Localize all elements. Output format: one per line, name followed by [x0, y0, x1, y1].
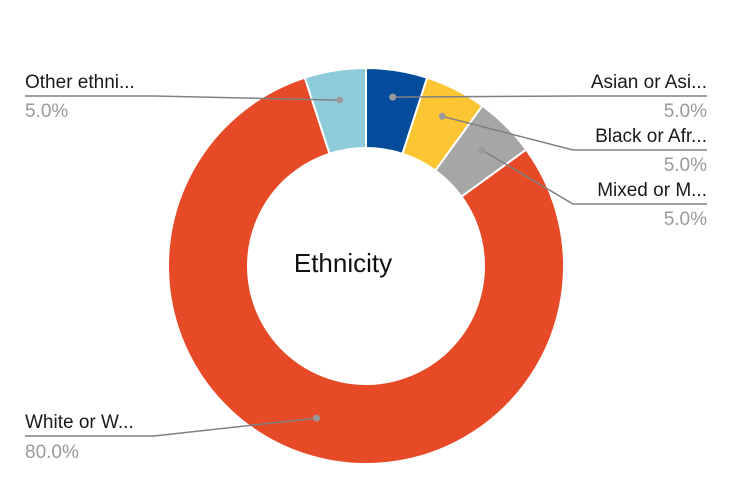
chart-title: Ethnicity [294, 248, 392, 278]
slice-percent-3: 80.0% [25, 442, 79, 463]
slice-label-0: Asian or Asi... [591, 72, 707, 93]
slice-label-4: Other ethni... [25, 72, 135, 93]
slice-label-1: Black or Afr... [595, 126, 707, 147]
leader-line-1 [442, 115, 707, 151]
leader-line-0 [392, 95, 707, 98]
leader-line-4 [25, 95, 340, 101]
donut-slices [167, 66, 565, 465]
slice-percent-0: 5.0% [664, 101, 707, 122]
leader-dot-2 [478, 146, 486, 154]
leader-dot-3 [313, 414, 321, 422]
leader-dot-0 [389, 93, 397, 101]
slice-percent-4: 5.0% [25, 101, 68, 122]
slice-percent-1: 5.0% [664, 155, 707, 176]
leader-line-2 [481, 149, 707, 205]
leader-dot-1 [438, 112, 446, 120]
leader-lines [25, 93, 707, 437]
slice-label-2: Mixed or M... [597, 180, 707, 201]
slice-4 [303, 66, 367, 156]
slice-labels: Asian or Asi... 5.0% Black or Afr... 5.0% Mi… [25, 72, 707, 463]
leader-dot-4 [336, 96, 344, 104]
slice-3 [167, 76, 565, 465]
leader-line-3 [25, 417, 317, 437]
slice-label-3: White or W... [25, 412, 134, 433]
slice-percent-2: 5.0% [664, 209, 707, 230]
